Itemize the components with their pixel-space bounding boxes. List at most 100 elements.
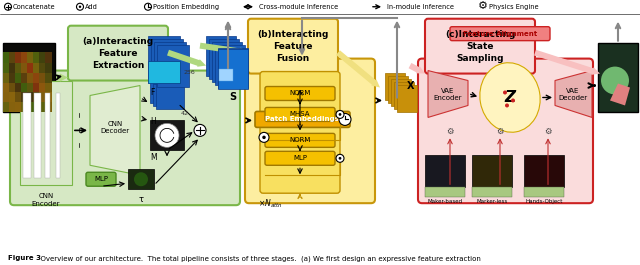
Bar xyxy=(3,52,10,63)
Text: ⚙: ⚙ xyxy=(544,127,552,136)
Polygon shape xyxy=(200,43,248,55)
FancyBboxPatch shape xyxy=(245,59,375,203)
Bar xyxy=(45,52,52,63)
Bar xyxy=(9,61,16,73)
Text: In-module Inference: In-module Inference xyxy=(387,4,454,10)
Bar xyxy=(27,101,34,112)
Text: Patch Embeddings: Patch Embeddings xyxy=(265,116,339,122)
Bar xyxy=(3,82,10,92)
Text: 42: 42 xyxy=(181,111,189,116)
Circle shape xyxy=(194,124,206,136)
Bar xyxy=(218,48,248,89)
Text: (a)Interacting
Feature
Extraction: (a)Interacting Feature Extraction xyxy=(83,37,154,70)
Bar xyxy=(215,45,245,85)
Bar xyxy=(45,82,52,92)
FancyBboxPatch shape xyxy=(10,70,240,205)
Bar xyxy=(39,101,46,112)
Bar xyxy=(385,73,405,100)
Bar xyxy=(27,91,34,103)
Bar xyxy=(219,69,233,81)
Circle shape xyxy=(259,132,269,142)
Polygon shape xyxy=(428,70,468,117)
Bar xyxy=(9,82,16,92)
Ellipse shape xyxy=(480,63,540,132)
Bar xyxy=(3,91,10,103)
Bar xyxy=(23,94,31,178)
Text: τ: τ xyxy=(138,195,143,204)
Circle shape xyxy=(77,3,83,10)
FancyBboxPatch shape xyxy=(265,107,335,121)
Text: Feature Alignment: Feature Alignment xyxy=(463,31,537,37)
Bar xyxy=(33,52,40,63)
Text: X: X xyxy=(407,81,415,91)
Bar xyxy=(3,101,10,112)
Bar xyxy=(9,52,16,63)
Text: F: F xyxy=(150,87,154,96)
Text: S: S xyxy=(229,92,237,103)
Bar xyxy=(21,61,28,73)
Bar xyxy=(34,94,40,178)
FancyBboxPatch shape xyxy=(265,133,335,147)
Circle shape xyxy=(79,6,81,8)
Bar xyxy=(15,52,22,63)
Text: Add: Add xyxy=(85,4,98,10)
Text: H: H xyxy=(150,117,156,126)
Bar xyxy=(56,94,60,178)
Polygon shape xyxy=(336,50,380,87)
Bar xyxy=(209,39,239,78)
Bar xyxy=(425,155,465,187)
Text: M: M xyxy=(150,153,157,162)
FancyBboxPatch shape xyxy=(255,112,350,127)
FancyBboxPatch shape xyxy=(418,59,593,203)
FancyBboxPatch shape xyxy=(265,86,335,100)
Text: NORM: NORM xyxy=(289,137,310,143)
Circle shape xyxy=(505,103,509,107)
Bar xyxy=(154,42,186,83)
Text: CNN
Decoder: CNN Decoder xyxy=(100,121,129,134)
Bar xyxy=(151,39,183,81)
Bar xyxy=(45,61,52,73)
Bar xyxy=(206,36,236,76)
Text: Z: Z xyxy=(504,90,515,105)
Bar xyxy=(15,101,22,112)
Bar xyxy=(150,76,178,103)
Bar xyxy=(472,155,512,187)
FancyBboxPatch shape xyxy=(68,26,168,81)
Text: ⚙: ⚙ xyxy=(446,127,454,136)
Text: Figure 3: Figure 3 xyxy=(8,255,41,261)
Bar xyxy=(27,52,34,63)
Bar xyxy=(33,91,40,103)
Bar xyxy=(9,91,16,103)
Bar xyxy=(33,101,40,112)
Bar xyxy=(33,82,40,92)
Circle shape xyxy=(155,123,179,147)
Bar xyxy=(39,61,46,73)
Text: Cross-module Inference: Cross-module Inference xyxy=(259,4,339,10)
Bar xyxy=(15,91,22,103)
Bar xyxy=(9,72,16,82)
Bar xyxy=(33,61,40,73)
Circle shape xyxy=(511,99,515,103)
Text: Maker-based: Maker-based xyxy=(428,199,463,204)
Bar xyxy=(20,81,72,185)
Bar xyxy=(472,187,512,197)
Bar xyxy=(128,169,154,189)
Bar xyxy=(156,82,184,109)
Circle shape xyxy=(134,172,148,186)
Text: $\times N_{attn}$: $\times N_{attn}$ xyxy=(258,197,283,210)
FancyBboxPatch shape xyxy=(265,151,335,165)
Circle shape xyxy=(336,111,344,118)
Circle shape xyxy=(339,157,341,160)
Bar xyxy=(39,72,46,82)
Text: Position Embedding: Position Embedding xyxy=(153,4,219,10)
Bar xyxy=(3,61,10,73)
Bar xyxy=(148,36,180,78)
Circle shape xyxy=(339,113,351,125)
Bar xyxy=(15,82,22,92)
Text: Concatenate: Concatenate xyxy=(13,4,56,10)
Text: VAE
Encoder: VAE Encoder xyxy=(434,88,462,101)
Text: Marker-less: Marker-less xyxy=(476,199,508,204)
Bar xyxy=(9,101,16,112)
FancyBboxPatch shape xyxy=(86,172,116,186)
Bar xyxy=(397,85,417,112)
